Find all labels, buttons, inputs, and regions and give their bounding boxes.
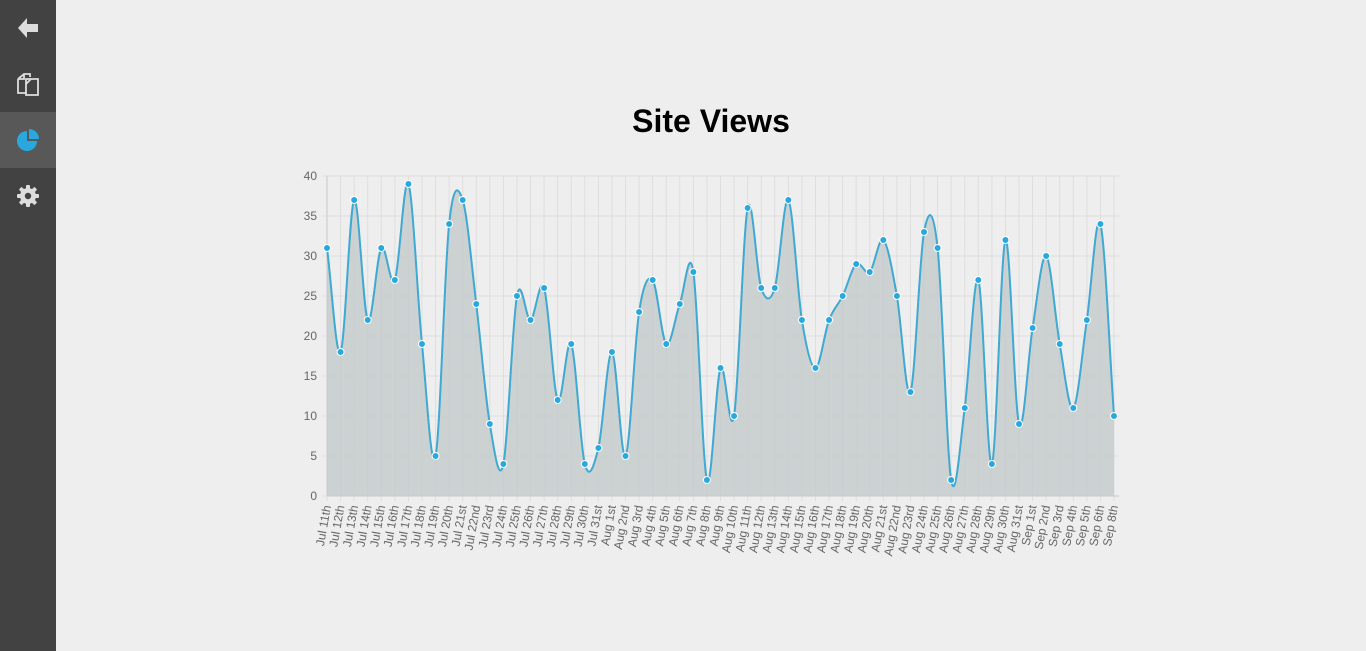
data-point (920, 228, 929, 236)
data-point (431, 452, 440, 460)
data-point (526, 316, 535, 324)
sidebar (0, 0, 56, 651)
data-point (865, 268, 874, 276)
data-point (648, 276, 657, 284)
data-point (797, 316, 806, 324)
y-tick-label: 5 (310, 449, 317, 463)
data-point (784, 196, 793, 204)
data-point (390, 276, 399, 284)
data-point (540, 284, 549, 292)
data-point (323, 244, 331, 252)
data-point (770, 284, 779, 292)
data-point (377, 244, 386, 252)
data-point (567, 340, 576, 348)
chart-title: Site Views (632, 103, 790, 139)
y-tick-label: 15 (304, 369, 318, 383)
data-point (947, 476, 956, 484)
y-tick-label: 0 (310, 489, 317, 503)
data-point (852, 260, 861, 268)
data-point (906, 388, 915, 396)
y-tick-label: 25 (304, 289, 318, 303)
data-point (879, 236, 888, 244)
data-point (730, 412, 739, 420)
data-point (960, 404, 969, 412)
data-point (580, 460, 589, 468)
data-point (974, 276, 983, 284)
data-point (512, 292, 521, 300)
data-point (499, 460, 508, 468)
data-point (553, 396, 562, 404)
data-point (458, 196, 467, 204)
data-point (404, 180, 413, 188)
data-point (689, 268, 698, 276)
data-point (825, 316, 834, 324)
data-point (675, 300, 684, 308)
y-tick-label: 30 (304, 249, 318, 263)
data-point (987, 460, 996, 468)
pages-button[interactable] (0, 56, 56, 112)
data-point (445, 220, 454, 228)
data-point (621, 452, 630, 460)
data-point (1110, 412, 1118, 420)
data-point (892, 292, 901, 300)
data-point (933, 244, 942, 252)
data-point (716, 364, 725, 372)
data-point (838, 292, 847, 300)
data-point (350, 196, 359, 204)
data-point (811, 364, 820, 372)
data-point (363, 316, 372, 324)
data-point (607, 348, 616, 356)
data-point (662, 340, 671, 348)
y-tick-label: 10 (304, 409, 318, 423)
pages-icon (17, 73, 39, 96)
data-point (1001, 236, 1010, 244)
data-point (1042, 252, 1051, 260)
data-point (702, 476, 711, 484)
data-point (743, 204, 752, 212)
data-point (1028, 324, 1037, 332)
back-button[interactable] (0, 0, 56, 56)
data-point (336, 348, 345, 356)
data-point (757, 284, 766, 292)
data-point (1055, 340, 1064, 348)
y-tick-label: 20 (304, 329, 318, 343)
data-point (1096, 220, 1105, 228)
data-point (1082, 316, 1091, 324)
data-point (1069, 404, 1078, 412)
analytics-button[interactable] (0, 112, 56, 168)
data-point (635, 308, 644, 316)
data-point (417, 340, 426, 348)
y-tick-label: 35 (304, 209, 318, 223)
data-point (594, 444, 603, 452)
gear-icon (17, 185, 39, 207)
data-point (472, 300, 481, 308)
series-area (327, 183, 1114, 496)
data-point (1015, 420, 1024, 428)
data-point (485, 420, 494, 428)
pie-chart-icon (17, 129, 39, 151)
y-tick-label: 40 (304, 169, 318, 183)
settings-button[interactable] (0, 168, 56, 224)
back-icon (18, 18, 38, 38)
